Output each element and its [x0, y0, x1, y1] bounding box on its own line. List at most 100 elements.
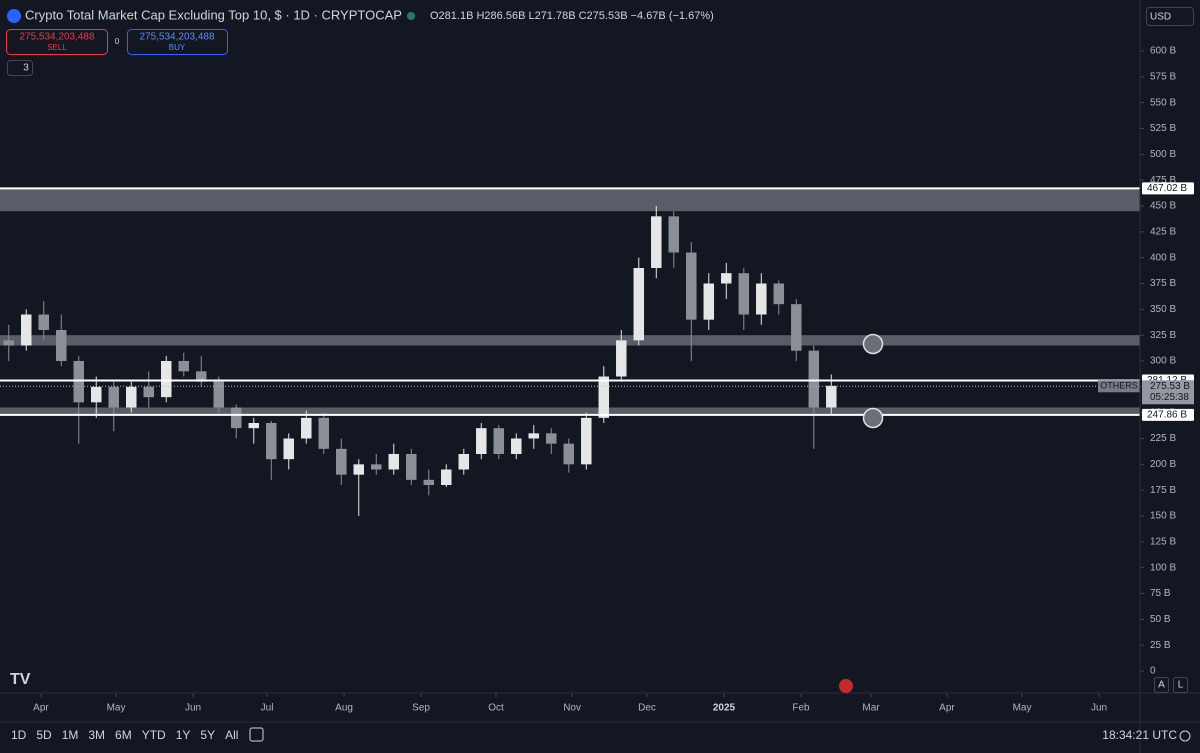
settings-button[interactable]: [1179, 730, 1191, 742]
date-range-button[interactable]: [249, 727, 264, 742]
candle-body: [808, 350, 820, 408]
x-tick-label: Aug: [335, 703, 353, 714]
toolbar: 1D 5D 1M 3M 6M YTD 1Y 5Y All: [11, 728, 238, 742]
x-tick-label: Oct: [488, 703, 504, 714]
sell-button[interactable]: [6, 29, 108, 55]
auto-scale-button[interactable]: [1154, 677, 1169, 693]
candle-body: [686, 252, 697, 320]
timeframe-button[interactable]: 6M: [115, 728, 132, 742]
candle-body: [423, 479, 435, 485]
y-tick-label: 425 B: [1150, 226, 1176, 237]
candle-body: [248, 423, 260, 429]
x-tick-label: Nov: [563, 703, 581, 714]
y-tick-label: 375 B: [1150, 278, 1176, 289]
y-tick-label: 325 B: [1150, 330, 1176, 341]
candle-body: [441, 469, 452, 485]
x-tick-label: May: [107, 703, 126, 714]
candle-body: [563, 443, 575, 465]
candle-body: [633, 268, 645, 341]
y-tick-label: 150 B: [1150, 511, 1176, 522]
x-tick-label: Jul: [261, 703, 274, 714]
event-flag[interactable]: [839, 679, 853, 693]
symbol-logo: [7, 9, 21, 23]
candle-body: [826, 385, 837, 408]
price-zone: [0, 335, 1140, 346]
countdown: 05:25:38: [1150, 392, 1189, 403]
zones: [0, 188, 1140, 415]
candle-body: [336, 448, 347, 475]
candle-body: [178, 361, 190, 372]
indicators-toggle[interactable]: [7, 60, 33, 76]
x-tick-label: Sep: [412, 703, 430, 714]
symbol-label: OTHERS: [1100, 381, 1138, 391]
candle-body: [266, 423, 277, 460]
auto-scale[interactable]: A: [1158, 680, 1165, 691]
spread: 0: [115, 37, 120, 46]
level-label: 247.86 B: [1147, 410, 1187, 421]
candle-body: [318, 417, 330, 449]
timeframe-button[interactable]: 1D: [11, 728, 27, 742]
buy-button[interactable]: [127, 29, 228, 55]
overlay: 0 25 B 50 B 75 B 100 B 125 B 150 B 175 B 200 B 22…: [0, 46, 1194, 714]
indicators-count: 3: [23, 63, 29, 74]
candle-body: [231, 407, 242, 429]
candle-body: [791, 304, 802, 351]
timeframe-button[interactable]: All: [225, 728, 238, 742]
timeframe-button[interactable]: 1M: [62, 728, 79, 742]
candle-body: [283, 438, 295, 460]
candle-body: [3, 340, 15, 346]
buy-label: BUY: [169, 43, 186, 52]
y-tick-label: 575 B: [1150, 71, 1176, 82]
price-zone: [0, 188, 1140, 212]
candles: [3, 206, 837, 516]
y-tick-label: 225 B: [1150, 433, 1176, 444]
clock: 18:34:21 UTC: [1102, 728, 1177, 742]
currency-select[interactable]: [1146, 7, 1194, 26]
candle-body: [406, 454, 417, 480]
timeframe-button[interactable]: 1Y: [176, 728, 191, 742]
drawing-handle[interactable]: [862, 407, 884, 429]
candle-body: [598, 376, 610, 418]
candle-body: [213, 381, 225, 408]
y-tick-label: 125 B: [1150, 536, 1176, 547]
market-status: [407, 12, 415, 20]
candle-body: [126, 386, 137, 408]
sell-price: 275,534,203,488: [19, 32, 95, 43]
level-label-bg: [1142, 408, 1194, 421]
candle-body: [721, 273, 732, 284]
candle-body: [38, 314, 50, 330]
candle-body: [388, 454, 400, 470]
y-tick-label: 175 B: [1150, 485, 1176, 496]
timeframe-button[interactable]: 5D: [36, 728, 52, 742]
x-tick-label: Jun: [185, 703, 201, 714]
price-zone: [0, 407, 1140, 415]
x-tick-label: Dec: [638, 703, 656, 714]
y-tick-label: 350 B: [1150, 304, 1176, 315]
log-scale[interactable]: L: [1178, 680, 1184, 691]
buy-price: 275,534,203,488: [139, 32, 215, 43]
timeframe-button[interactable]: 3M: [88, 728, 105, 742]
x-tick-label: 2025: [713, 703, 736, 714]
candle-body: [143, 386, 155, 398]
candle-body: [616, 340, 627, 377]
log-scale-button[interactable]: [1173, 677, 1188, 693]
y-tick-label: 525 B: [1150, 123, 1176, 134]
last-price-label: 275.53 B: [1150, 381, 1190, 392]
x-tick-label: Feb: [792, 703, 810, 714]
candle-body: [773, 283, 785, 305]
candle-body: [493, 428, 505, 454]
candle-body: [196, 371, 207, 382]
candle-body: [668, 216, 680, 253]
timeframe-button[interactable]: 5Y: [200, 728, 215, 742]
currency: USD: [1150, 12, 1171, 23]
drawing-handle[interactable]: [862, 333, 884, 355]
timeframe-button[interactable]: YTD: [142, 728, 166, 742]
x-tick-label: Apr: [33, 703, 49, 714]
y-tick-label: 450 B: [1150, 201, 1176, 212]
y-tick-label: 550 B: [1150, 97, 1176, 108]
candle-body: [756, 283, 767, 315]
level-label-bg: [1142, 182, 1194, 195]
x-tick-label: May: [1013, 703, 1032, 714]
candle-body: [371, 464, 382, 470]
